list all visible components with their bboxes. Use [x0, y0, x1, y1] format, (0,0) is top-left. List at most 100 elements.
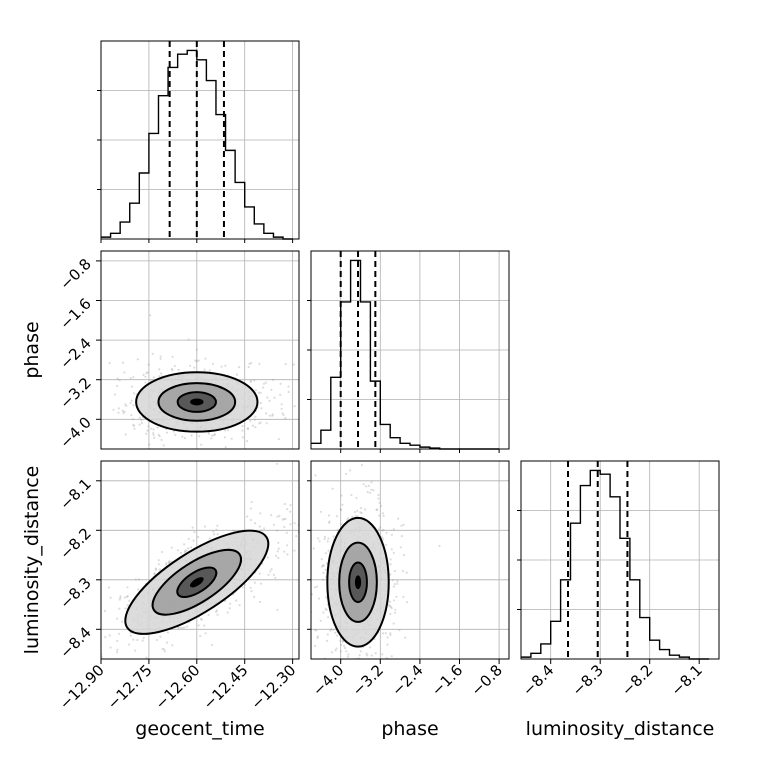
sample-point-geocent-time-vs-luminosity-distance: [118, 632, 121, 636]
panel-geocent-time-vs-phase: [100, 250, 300, 450]
x-tick-label-luminosity-distance-2: −8.2: [618, 661, 656, 699]
x-axis-label-geocent-time: geocent_time: [135, 718, 264, 740]
sample-point-phase-vs-luminosity-distance: [360, 463, 363, 467]
sample-point-phase-vs-luminosity-distance: [392, 528, 395, 531]
sample-point-geocent-time-vs-phase: [197, 359, 200, 362]
sample-point-phase-vs-luminosity-distance: [351, 515, 354, 518]
sample-point-geocent-time-vs-luminosity-distance: [253, 581, 256, 584]
sample-point-geocent-time-vs-phase: [268, 399, 271, 402]
sample-point-phase-vs-luminosity-distance: [341, 503, 344, 506]
sample-point-geocent-time-vs-luminosity-distance: [272, 573, 275, 577]
sample-point-geocent-time-vs-luminosity-distance: [164, 661, 166, 663]
sample-point-phase-vs-luminosity-distance: [347, 653, 350, 656]
x-tick-label-geocent-time-4: −12.30: [247, 661, 299, 713]
sample-point-geocent-time-vs-phase: [159, 357, 162, 360]
sample-point-phase-vs-luminosity-distance: [324, 607, 327, 611]
sample-point-phase-vs-luminosity-distance: [359, 511, 362, 514]
sample-point-geocent-time-vs-luminosity-distance: [154, 568, 157, 571]
sample-point-geocent-time-vs-luminosity-distance: [192, 539, 195, 542]
sample-point-geocent-time-vs-luminosity-distance: [116, 639, 119, 643]
sample-point-geocent-time-vs-luminosity-distance: [183, 551, 186, 554]
sample-point-phase-vs-luminosity-distance: [393, 611, 397, 614]
sample-point-phase-vs-luminosity-distance: [349, 469, 352, 472]
sample-point-geocent-time-vs-luminosity-distance: [132, 638, 135, 641]
sample-point-geocent-time-vs-luminosity-distance: [272, 523, 275, 526]
y-tick-label-phase-4: −0.8: [56, 255, 94, 293]
sample-point-geocent-time-vs-phase: [227, 429, 230, 432]
sample-point-geocent-time-vs-luminosity-distance: [283, 518, 286, 521]
sample-point-geocent-time-vs-phase: [64, 420, 66, 422]
sample-point-phase-vs-luminosity-distance: [368, 661, 370, 663]
sample-point-geocent-time-vs-luminosity-distance: [157, 563, 160, 566]
sample-point-phase-vs-luminosity-distance: [325, 596, 328, 599]
sample-point-phase-vs-luminosity-distance: [370, 488, 373, 491]
sample-point-geocent-time-vs-luminosity-distance: [88, 614, 90, 616]
sample-point-geocent-time-vs-phase: [195, 360, 198, 363]
sample-point-phase-vs-luminosity-distance: [386, 643, 389, 646]
contour-phase-vs-luminosity-distance-outer: [326, 516, 390, 648]
sample-point-geocent-time-vs-phase: [177, 368, 180, 371]
sample-point-geocent-time-vs-luminosity-distance: [216, 613, 219, 616]
x-tick-label-phase-2: −2.4: [388, 661, 426, 699]
sample-point-geocent-time-vs-luminosity-distance: [126, 595, 129, 598]
sample-point-geocent-time-vs-phase: [211, 362, 214, 365]
sample-point-geocent-time-vs-luminosity-distance: [301, 527, 303, 529]
sample-point-geocent-time-vs-phase: [246, 427, 249, 431]
sample-point-geocent-time-vs-phase: [123, 371, 126, 374]
x-tick-label-luminosity-distance-0: −8.4: [519, 661, 557, 699]
sample-point-geocent-time-vs-luminosity-distance: [200, 618, 203, 621]
sample-point-geocent-time-vs-luminosity-distance: [259, 582, 263, 585]
sample-point-geocent-time-vs-phase: [144, 381, 147, 384]
sample-point-phase-vs-luminosity-distance: [362, 483, 365, 486]
sample-point-geocent-time-vs-phase: [133, 392, 136, 395]
sample-point-geocent-time-vs-phase: [147, 363, 150, 366]
sample-point-phase-vs-luminosity-distance: [324, 568, 327, 571]
sample-point-phase-vs-luminosity-distance: [399, 546, 402, 549]
sample-point-phase-vs-luminosity-distance: [329, 629, 332, 632]
scatter-group-geocent-time-vs-luminosity-distance: [88, 462, 321, 663]
sample-point-phase-vs-luminosity-distance: [328, 514, 331, 517]
sample-point-geocent-time-vs-phase: [146, 371, 149, 374]
sample-point-geocent-time-vs-luminosity-distance: [124, 607, 127, 610]
sample-point-geocent-time-vs-phase: [279, 393, 282, 396]
sample-point-phase-vs-luminosity-distance: [396, 580, 399, 583]
contour-geocent-time-vs-luminosity-distance-inner: [176, 566, 218, 599]
sample-point-geocent-time-vs-phase: [273, 396, 276, 399]
sample-point-geocent-time-vs-phase: [224, 446, 227, 449]
sample-point-geocent-time-vs-luminosity-distance: [304, 502, 306, 504]
density-peak-geocent-time-vs-luminosity-distance: [189, 577, 204, 588]
sample-point-geocent-time-vs-phase: [145, 372, 148, 375]
sample-point-phase-vs-luminosity-distance: [372, 489, 375, 492]
sample-point-geocent-time-vs-phase: [152, 434, 155, 437]
sample-point-phase-vs-luminosity-distance: [339, 650, 342, 653]
sample-point-phase-vs-luminosity-distance: [321, 578, 325, 581]
sample-point-geocent-time-vs-phase: [257, 391, 260, 394]
sample-point-geocent-time-vs-luminosity-distance: [246, 515, 249, 518]
sample-point-geocent-time-vs-phase: [190, 434, 193, 437]
contour-geocent-time-vs-phase-middle: [157, 382, 237, 422]
sample-point-geocent-time-vs-luminosity-distance: [319, 548, 321, 550]
contour-geocent-time-vs-luminosity-distance-outer: [124, 529, 270, 635]
sample-point-phase-vs-luminosity-distance: [381, 512, 384, 515]
sample-point-geocent-time-vs-luminosity-distance: [137, 578, 141, 581]
sample-point-geocent-time-vs-phase: [142, 373, 145, 376]
sample-point-geocent-time-vs-phase: [125, 404, 128, 407]
sample-point-geocent-time-vs-luminosity-distance: [278, 514, 281, 518]
sample-point-geocent-time-vs-luminosity-distance: [211, 643, 214, 647]
sample-point-geocent-time-vs-phase: [144, 375, 147, 378]
sample-point-phase-vs-luminosity-distance: [398, 629, 401, 632]
sample-point-geocent-time-vs-phase: [173, 364, 176, 368]
sample-point-geocent-time-vs-luminosity-distance: [161, 550, 164, 554]
sample-point-phase-vs-luminosity-distance: [389, 573, 392, 576]
sample-point-geocent-time-vs-luminosity-distance: [276, 529, 279, 532]
sample-point-phase-vs-luminosity-distance: [340, 523, 343, 526]
sample-point-phase-vs-luminosity-distance: [344, 646, 347, 650]
sample-point-geocent-time-vs-luminosity-distance: [170, 546, 173, 549]
panel-phase-vs-luminosity-distance: [310, 460, 510, 660]
y-tick-label-phase-0: −4.0: [56, 413, 94, 451]
sample-point-geocent-time-vs-phase: [284, 363, 287, 366]
sample-point-phase-vs-luminosity-distance: [394, 608, 397, 611]
sample-point-phase-vs-luminosity-distance: [378, 514, 381, 517]
sample-point-geocent-time-vs-luminosity-distance: [181, 626, 184, 629]
